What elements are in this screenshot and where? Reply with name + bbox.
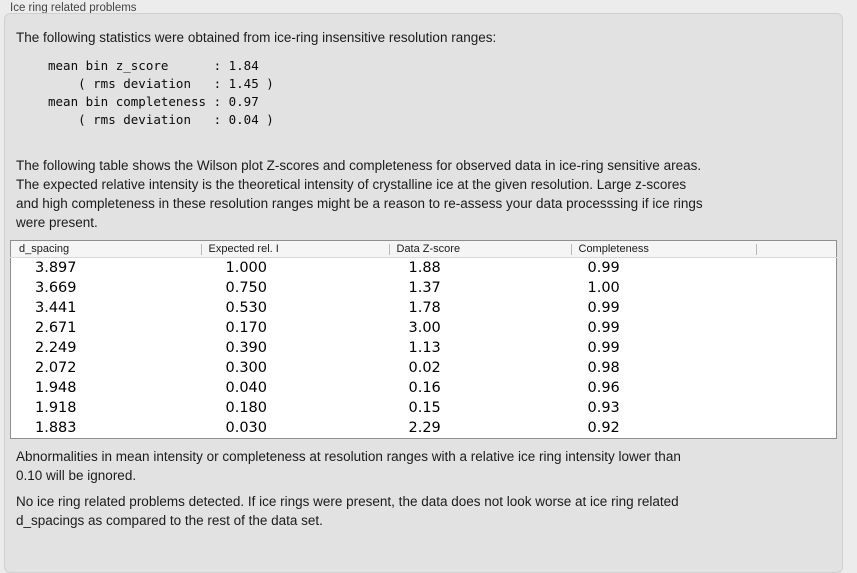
description-line: The expected relative intensity is the t…: [16, 177, 687, 192]
table-row[interactable]: 1.918 0.180 0.15 0.93: [11, 398, 837, 418]
table-row[interactable]: 3.897 1.000 1.88 0.99: [11, 258, 837, 279]
column-header-data-z-score[interactable]: Data Z-score: [388, 240, 571, 258]
cell-empty: [756, 418, 837, 439]
table-row[interactable]: 2.671 0.170 3.00 0.99: [11, 318, 837, 338]
column-header-completeness[interactable]: Completeness: [570, 240, 756, 258]
table-description: The following table shows the Wilson plo…: [16, 156, 703, 232]
cell-completeness: 0.99: [587, 260, 620, 276]
cell-expected-rel-i: 0.040: [225, 380, 268, 396]
cell-d-spacing: 3.897: [35, 260, 77, 276]
description-line: The following table shows the Wilson plo…: [16, 158, 702, 173]
column-header-expected-rel-i[interactable]: Expected rel. I: [200, 240, 389, 258]
cell-empty: [756, 358, 837, 378]
column-header-empty: [755, 240, 837, 258]
verdict-line: No ice ring related problems detected. I…: [16, 494, 679, 509]
cell-data-z-score: 0.15: [408, 400, 441, 416]
cell-expected-rel-i: 0.300: [225, 360, 268, 376]
cell-completeness: 0.99: [587, 320, 620, 336]
cell-expected-rel-i: 0.390: [225, 340, 268, 356]
cell-empty: [756, 338, 837, 358]
ice-ring-table: d_spacing Expected rel. I Data Z-score C…: [10, 240, 837, 439]
cell-expected-rel-i: 1.000: [225, 260, 268, 276]
cell-expected-rel-i: 0.170: [225, 320, 268, 336]
cell-empty: [756, 398, 837, 418]
cell-completeness: 0.96: [587, 380, 620, 396]
stats-line: ( rms deviation : 0.04 ): [48, 112, 274, 127]
table-header-row: d_spacing Expected rel. I Data Z-score C…: [10, 240, 837, 258]
cell-d-spacing: 2.671: [35, 320, 77, 336]
cell-d-spacing: 2.249: [35, 340, 77, 356]
cell-data-z-score: 0.16: [408, 380, 441, 396]
cell-expected-rel-i: 0.180: [225, 400, 268, 416]
cell-expected-rel-i: 0.750: [225, 280, 268, 296]
cell-d-spacing: 3.669: [35, 280, 77, 296]
table-row[interactable]: 1.883 0.030 2.29 0.92: [11, 418, 837, 439]
threshold-line: Abnormalities in mean intensity or compl…: [16, 449, 681, 464]
verdict-text: No ice ring related problems detected. I…: [16, 492, 679, 530]
cell-data-z-score: 3.00: [408, 320, 441, 336]
stats-line: ( rms deviation : 1.45 ): [48, 76, 274, 91]
cell-empty: [756, 278, 837, 298]
cell-d-spacing: 1.918: [35, 400, 77, 416]
verdict-line: d_spacings as compared to the rest of th…: [16, 513, 323, 528]
cell-expected-rel-i: 0.030: [225, 420, 268, 436]
table-row[interactable]: 3.441 0.530 1.78 0.99: [11, 298, 837, 318]
panel-title: Ice ring related problems: [10, 2, 137, 14]
cell-d-spacing: 3.441: [35, 300, 77, 316]
cell-d-spacing: 2.072: [35, 360, 77, 376]
table-row[interactable]: 3.669 0.750 1.37 1.00: [11, 278, 837, 298]
cell-data-z-score: 1.13: [408, 340, 441, 356]
cell-data-z-score: 2.29: [408, 420, 441, 436]
stats-block: mean bin z_score : 1.84 ( rms deviation …: [48, 57, 274, 129]
table-row[interactable]: 2.249 0.390 1.13 0.99: [11, 338, 837, 358]
cell-d-spacing: 1.883: [35, 420, 77, 436]
description-line: were present.: [16, 215, 98, 230]
cell-data-z-score: 0.02: [408, 360, 441, 376]
cell-empty: [756, 318, 837, 338]
ignore-threshold-note: Abnormalities in mean intensity or compl…: [16, 447, 681, 485]
threshold-line: 0.10 will be ignored.: [16, 468, 137, 483]
column-header-d-spacing[interactable]: d_spacing: [10, 240, 201, 258]
cell-empty: [756, 378, 837, 398]
cell-data-z-score: 1.88: [408, 260, 441, 276]
cell-data-z-score: 1.78: [408, 300, 441, 316]
cell-empty: [756, 258, 837, 279]
stats-line: mean bin completeness : 0.97: [48, 94, 259, 109]
intro-text: The following statistics were obtained f…: [16, 30, 497, 45]
cell-completeness: 0.99: [587, 300, 620, 316]
table-row[interactable]: 1.948 0.040 0.16 0.96: [11, 378, 837, 398]
cell-d-spacing: 1.948: [35, 380, 77, 396]
stats-line: mean bin z_score : 1.84: [48, 58, 259, 73]
cell-expected-rel-i: 0.530: [225, 300, 268, 316]
description-line: and high completeness in these resolutio…: [16, 196, 703, 211]
table-row[interactable]: 2.072 0.300 0.02 0.98: [11, 358, 837, 378]
cell-completeness: 1.00: [587, 280, 620, 296]
cell-empty: [756, 298, 837, 318]
cell-completeness: 0.98: [587, 360, 620, 376]
cell-completeness: 0.99: [587, 340, 620, 356]
cell-completeness: 0.92: [587, 420, 620, 436]
cell-completeness: 0.93: [587, 400, 620, 416]
cell-data-z-score: 1.37: [408, 280, 441, 296]
